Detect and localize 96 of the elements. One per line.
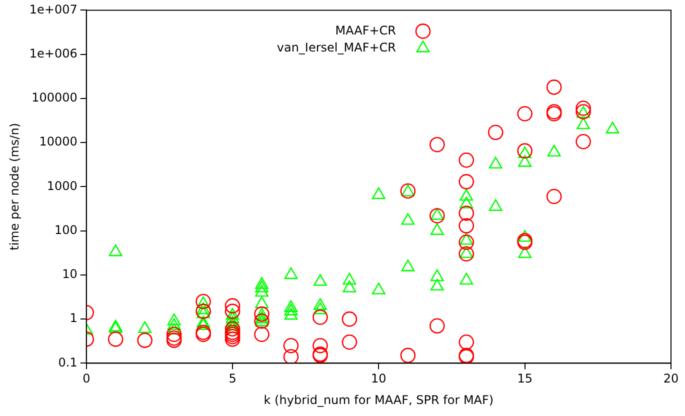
point	[401, 213, 415, 225]
point	[166, 326, 182, 342]
point	[167, 313, 181, 326]
y-tick-label: 0.1	[58, 355, 78, 370]
point	[458, 218, 474, 234]
point	[430, 136, 445, 152]
point	[226, 308, 240, 320]
point	[312, 338, 328, 354]
point	[255, 284, 268, 297]
x-tick-label: 15	[517, 372, 532, 386]
point	[430, 318, 445, 334]
point	[458, 174, 474, 190]
point	[488, 156, 502, 169]
point	[430, 278, 444, 291]
point	[342, 272, 356, 285]
point	[460, 272, 474, 285]
point	[576, 100, 591, 116]
point	[517, 143, 532, 158]
point	[458, 246, 474, 262]
point	[576, 117, 590, 130]
point	[255, 311, 268, 324]
point	[284, 308, 298, 320]
point	[460, 246, 474, 258]
y-tick-label: 1e+006	[29, 46, 78, 60]
x-axis-title: k (hybrid_num for MAAF, SPR for MAF)	[264, 392, 494, 407]
point	[430, 208, 445, 224]
point	[138, 321, 152, 334]
point	[576, 134, 591, 150]
point	[546, 188, 562, 204]
x-tick-label: 0	[82, 372, 90, 386]
legend-label: MAAF+CR	[335, 23, 396, 38]
point	[226, 311, 240, 324]
point	[460, 188, 474, 201]
x-tick-label: 20	[663, 372, 679, 386]
point	[284, 267, 298, 280]
point	[137, 332, 152, 348]
point	[283, 338, 299, 354]
point	[518, 155, 532, 167]
point	[460, 196, 474, 208]
point	[401, 260, 415, 272]
y-axis-title: time per node (ms/n)	[7, 123, 22, 250]
point	[224, 332, 240, 347]
point	[224, 321, 240, 337]
point	[314, 298, 327, 310]
point	[518, 230, 532, 242]
point	[224, 304, 240, 319]
point	[108, 244, 122, 256]
point	[400, 348, 416, 364]
x-tick-label: 5	[228, 372, 236, 386]
point	[606, 122, 620, 134]
y-tick-label: 1	[70, 311, 78, 326]
point	[458, 334, 474, 350]
y-tick-label: 1e+007	[29, 2, 78, 16]
point	[430, 269, 444, 282]
point	[255, 280, 268, 292]
point	[458, 234, 474, 250]
point	[517, 106, 532, 122]
point	[284, 304, 298, 316]
point	[196, 318, 210, 330]
y-tick-label: 100000	[32, 90, 78, 105]
point	[518, 246, 532, 258]
point	[255, 296, 268, 308]
point	[342, 311, 358, 327]
y-tick-label: 10	[62, 267, 78, 282]
point	[342, 334, 358, 350]
point	[196, 316, 210, 328]
point	[224, 298, 240, 314]
point	[342, 280, 356, 292]
point	[196, 302, 210, 314]
point	[312, 310, 328, 325]
point	[372, 187, 386, 200]
point	[372, 282, 386, 294]
point	[488, 124, 504, 140]
point	[314, 274, 327, 286]
point	[460, 232, 474, 245]
point	[314, 302, 327, 314]
point	[254, 326, 270, 342]
point	[430, 223, 444, 235]
x-tick-label: 10	[371, 372, 386, 386]
point	[458, 152, 474, 168]
point	[518, 146, 532, 158]
point	[167, 322, 181, 335]
y-tick-label: 100	[54, 222, 78, 237]
point	[546, 80, 562, 95]
point	[108, 332, 124, 347]
point	[167, 318, 181, 330]
point	[283, 349, 299, 364]
point	[547, 144, 561, 157]
y-tick-label: 1000	[46, 178, 78, 193]
y-tick-label: 10000	[39, 134, 78, 149]
point	[430, 208, 444, 220]
legend-label: van_Iersel_MAF+CR	[276, 40, 396, 54]
point	[255, 277, 268, 289]
point	[284, 300, 298, 312]
point	[488, 199, 502, 211]
point	[458, 206, 474, 221]
